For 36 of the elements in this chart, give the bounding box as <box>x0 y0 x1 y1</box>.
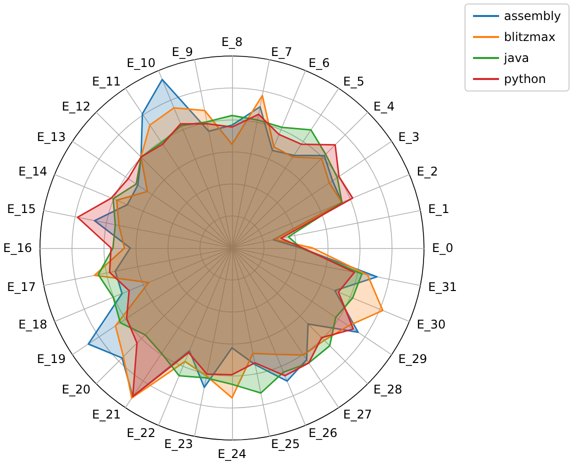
spoke-label: E_17 <box>6 280 36 294</box>
spoke-label: E_11 <box>92 74 121 89</box>
spoke-label: E_10 <box>126 56 156 70</box>
spoke-label: E_12 <box>62 100 91 114</box>
legend-label: blitzmax <box>504 30 556 44</box>
spoke-label: E_27 <box>343 407 372 422</box>
legend-label: java <box>503 51 530 65</box>
spoke-label: E_0 <box>432 241 454 255</box>
spoke-label: E_16 <box>3 241 32 255</box>
legend-label: assembly <box>504 9 561 23</box>
spoke-label: E_6 <box>308 56 330 70</box>
spoke-label: E_9 <box>172 44 193 59</box>
spoke-label: E_8 <box>221 35 243 49</box>
spoke-label: E_3 <box>398 130 420 144</box>
spoke-label: E_21 <box>92 407 121 422</box>
legend-label: python <box>504 72 546 86</box>
spoke-label: E_14 <box>18 164 48 178</box>
spoke-label: E_18 <box>18 318 48 332</box>
spoke-label: E_20 <box>62 382 91 396</box>
spoke-label: E_28 <box>373 382 402 396</box>
spoke-label: E_31 <box>428 280 458 294</box>
spoke-label: E_4 <box>373 100 395 114</box>
spoke-label: E_15 <box>6 202 36 216</box>
spoke-label: E_19 <box>36 352 66 366</box>
spoke-label: E_7 <box>271 44 292 59</box>
spoke-label: E_5 <box>343 74 364 89</box>
spoke-label: E_24 <box>218 447 246 461</box>
spoke-label: E_23 <box>164 437 193 452</box>
spoke-label: E_29 <box>398 352 428 366</box>
spoke-label: E_30 <box>416 318 446 332</box>
spoke-label: E_26 <box>308 426 338 440</box>
spoke-label: E_1 <box>428 202 450 216</box>
spoke-label: E_22 <box>126 426 156 440</box>
spoke-label: E_13 <box>36 130 66 144</box>
spoke-label: E_25 <box>271 437 300 452</box>
spoke-label: E_2 <box>416 164 438 178</box>
